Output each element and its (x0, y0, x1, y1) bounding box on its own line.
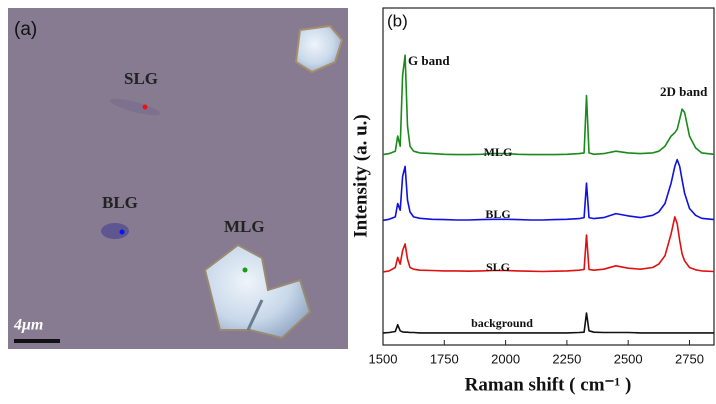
spectrum (383, 217, 714, 272)
spot (143, 105, 148, 110)
y-axis-label: Intensity (a. u.) (350, 114, 371, 238)
series-label: background (471, 316, 533, 330)
x-tick-label: 2500 (614, 351, 643, 366)
series-label: SLG (486, 260, 510, 274)
series-label: BLG (485, 207, 510, 221)
region-label: MLG (224, 217, 265, 236)
panel-label: (a) (14, 19, 37, 40)
scale-label: 4μm (13, 317, 43, 334)
x-tick-label: 1750 (430, 351, 459, 366)
spectrum (383, 313, 714, 333)
spectrum (383, 55, 714, 154)
x-axis-label: Raman shift ( cm⁻¹ ) (465, 374, 632, 395)
spectrum (383, 160, 714, 221)
x-tick-label: 1500 (369, 351, 398, 366)
annotation: 2D band (660, 84, 708, 99)
figure: (a) SLG BLG MLG 4μm (b) G band 2D band R… (0, 0, 716, 404)
region-label: BLG (102, 193, 138, 212)
micrograph: (a) SLG BLG MLG 4μm (8, 8, 348, 349)
annotation: G band (408, 53, 450, 68)
region-label: SLG (124, 69, 158, 88)
blg-flake (101, 223, 129, 239)
spot (120, 230, 125, 235)
x-tick-label: 2250 (552, 351, 581, 366)
series-label: MLG (484, 145, 513, 159)
scale-bar (14, 339, 60, 343)
panel-label: (b) (387, 11, 408, 30)
chart: (b) G band 2D band Raman shift ( cm⁻¹ ) … (350, 8, 714, 395)
x-tick-label: 2000 (491, 351, 520, 366)
x-tick-label: 2750 (675, 351, 704, 366)
spot (243, 268, 248, 273)
